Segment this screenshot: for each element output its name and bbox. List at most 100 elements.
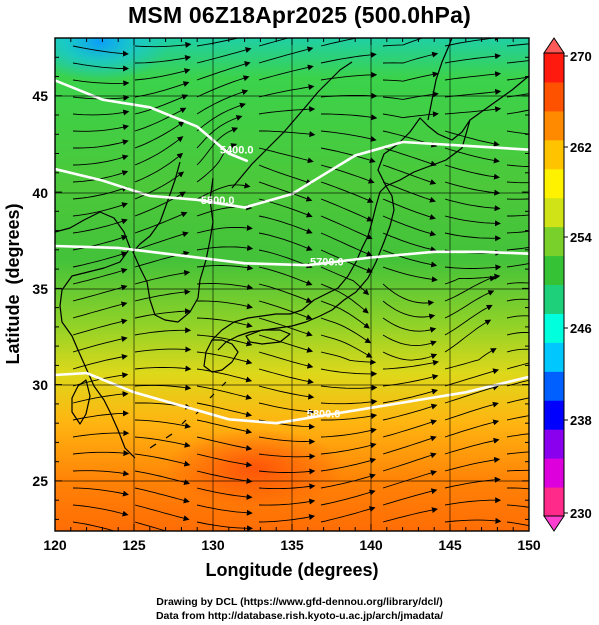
streamline	[444, 181, 501, 196]
streamline	[258, 232, 313, 251]
streamline	[196, 61, 251, 81]
streamline	[382, 419, 438, 438]
streamline	[321, 113, 378, 121]
streamline	[72, 410, 129, 421]
streamline	[258, 64, 314, 81]
contour-label-5500.0: 5500.0	[201, 195, 235, 207]
y-tick-label-30: 30	[32, 377, 48, 393]
streamline	[258, 181, 313, 202]
x-tick-label-130: 130	[201, 537, 225, 553]
streamline	[382, 147, 437, 167]
streamline	[320, 147, 376, 164]
streamline	[444, 517, 502, 524]
streamline	[444, 106, 502, 115]
streamline	[258, 402, 315, 415]
streamline	[196, 402, 253, 418]
colorbar-band	[544, 284, 564, 314]
streamline	[72, 301, 128, 319]
colorbar-label-238: 238	[570, 413, 592, 428]
colorbar-band	[544, 53, 564, 83]
streamline	[134, 231, 189, 251]
streamline	[320, 457, 377, 472]
streamline	[196, 89, 249, 115]
colorbar-bottom-triangle	[543, 515, 565, 532]
kyushu-coast	[203, 339, 239, 373]
contour-label-5700.0: 5700.0	[310, 256, 344, 268]
streamline	[320, 164, 375, 184]
x-tick-labels: 120 125 130 135 140 145 150	[43, 537, 541, 553]
streamline	[506, 181, 529, 184]
streamline	[72, 353, 128, 370]
streamline	[382, 507, 438, 523]
colorbar-band	[544, 226, 564, 257]
streamline	[196, 436, 253, 451]
x-tick-label-125: 125	[122, 537, 146, 553]
streamline	[134, 107, 187, 132]
streamline	[320, 232, 373, 257]
warm-anomaly	[165, 428, 345, 508]
streamline	[444, 71, 502, 81]
streamline	[382, 51, 439, 64]
streamline	[506, 521, 529, 527]
streamline	[382, 388, 438, 404]
streamline	[258, 46, 314, 64]
colorbar-band	[544, 110, 564, 141]
streamline	[382, 359, 439, 370]
streamline	[73, 139, 129, 149]
streamline	[134, 521, 168, 531]
x-axis-label: Longitude (degrees)	[205, 560, 378, 580]
streamline	[259, 130, 316, 138]
streamline	[320, 398, 378, 405]
streamline	[134, 365, 192, 372]
streamline	[506, 164, 529, 167]
streamline	[258, 334, 314, 353]
hokkaido-coast	[377, 117, 471, 187]
streamline	[444, 401, 499, 421]
streamline	[444, 53, 501, 64]
streamline	[506, 246, 529, 251]
streamline	[134, 136, 184, 166]
kurils-coast	[469, 75, 529, 121]
streamline	[382, 249, 438, 268]
shikoku-coast	[245, 329, 291, 345]
streamline	[382, 300, 436, 320]
streamline	[258, 483, 316, 490]
streamline	[444, 198, 501, 212]
streamline	[134, 289, 191, 302]
streamline	[506, 348, 529, 353]
streamline	[506, 397, 529, 404]
streamline	[444, 348, 497, 370]
colorbar-top-triangle	[543, 37, 565, 54]
plot-title: MSM 06Z18Apr2025 (500.0hPa)	[128, 2, 471, 28]
streamline	[258, 498, 316, 506]
streamline	[196, 38, 253, 47]
lat-lon-grid	[55, 38, 529, 531]
streamline	[320, 300, 370, 329]
streamline	[506, 331, 529, 336]
streamline	[382, 452, 437, 472]
colorbar-bands	[544, 53, 564, 517]
streamline	[444, 304, 493, 336]
streamline	[134, 55, 192, 64]
streamline	[444, 147, 500, 164]
streamline	[72, 391, 129, 404]
streamline	[320, 384, 378, 391]
streamline	[196, 264, 254, 271]
streamline	[134, 308, 191, 319]
streamline	[444, 368, 500, 387]
china-coast	[55, 211, 136, 459]
colorbar-frame	[543, 52, 565, 517]
streamline	[72, 267, 128, 285]
streamline	[134, 346, 192, 353]
streamline	[382, 71, 439, 82]
streamline	[506, 60, 529, 64]
streamline	[258, 453, 316, 460]
streamline	[134, 419, 191, 429]
colorbar-label-254: 254	[570, 230, 592, 245]
streamline	[320, 506, 376, 523]
streamline	[320, 215, 373, 240]
streamline	[506, 451, 529, 455]
streamline	[320, 181, 374, 203]
streamline	[134, 487, 190, 504]
